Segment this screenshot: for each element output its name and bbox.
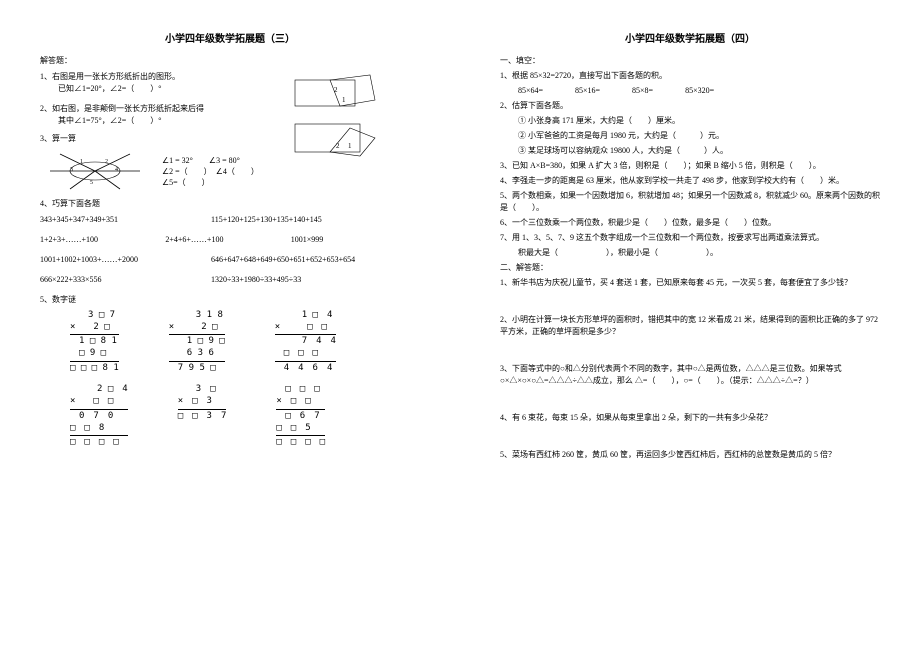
a3: ∠3 = 80°: [209, 156, 240, 165]
svg-text:3: 3: [70, 167, 73, 173]
p1r3: 1 □ 8 1: [70, 336, 119, 348]
rqq3: 3、下面等式中的○和△分别代表两个不同的数字，其中○△是两位数，△△△是三位数。…: [500, 363, 880, 387]
rq5: 5、两个数相乘，如果一个因数增加 6，积就增加 48；如果另一个因数减 8，积就…: [500, 190, 880, 214]
a2: ∠2 =（ ）: [162, 167, 208, 176]
q4-4: 1001×999: [291, 234, 416, 246]
puzzle3: 1 □ 4 × □ □ 7 4 4 □ □ □ 4 4 6 4: [275, 310, 336, 374]
rq6: 6、一个三位数乘一个两位数，积最少是（ ）位数，最多是（ ）位数。: [500, 217, 880, 229]
rq1a: 85×64= 85×16= 85×8= 85×320=: [500, 85, 880, 97]
puzzle4: 2 □ 4 × □ □ 0 7 0 □ □ 8 □ □ □ □: [70, 384, 128, 448]
p4r1: 2 □ 4: [70, 384, 128, 396]
p3r5: 4 4 6 4: [275, 363, 336, 375]
p4r3: 0 7 0: [70, 411, 128, 423]
p1r5: □ □ □ 8 1: [70, 363, 119, 375]
p1r4: □ 9 □: [70, 348, 119, 360]
p3r2: × □ □: [275, 322, 336, 334]
q4-0: 343+345+347+349+351: [40, 214, 211, 226]
rqq4: 4、有 6 束花，每束 15 朵，如果从每束里拿出 2 朵，剩下的一共有多少朵花…: [500, 412, 880, 424]
p3r1: 1 □ 4: [275, 310, 336, 322]
p6r3: □ 6 7: [276, 411, 325, 423]
rq2: 2、估算下面各题。: [500, 100, 880, 112]
q4-6: 646+647+648+649+650+651+652+653+654: [211, 254, 420, 266]
rq7: 7、用 1、3、5、7、9 这五个数字组成一个三位数和一个两位数，按要求写出两道…: [500, 232, 880, 244]
q4-5: 1001+1002+1003+……+2000: [40, 254, 211, 266]
title-left: 小学四年级数学拓展题（三）: [40, 30, 420, 45]
svg-text:1: 1: [348, 142, 352, 150]
rq2a: ① 小张身高 171 厘米，大约是（ ）厘米。: [500, 115, 880, 127]
diagram-fold-1: 2 1: [290, 72, 380, 112]
q4-2: 1+2+3+……+100: [40, 234, 165, 246]
rq1: 1、根据 85×32=2720，直接写出下面各题的积。: [500, 70, 880, 82]
rq7a: 积最大是（ ），积最小是（ ）。: [500, 247, 880, 259]
puzzle-row2: 2 □ 4 × □ □ 0 7 0 □ □ 8 □ □ □ □ 3 □ × □ …: [70, 384, 420, 448]
q4: 4、巧算下面各题: [40, 198, 420, 210]
angle-values: ∠1 = 32° ∠3 = 80° ∠2 =（ ） ∠4（ ） ∠5=（ ）: [162, 155, 259, 189]
p2r5: 7 9 5 □: [169, 363, 225, 375]
q4-3: 2+4+6+……+100: [165, 234, 290, 246]
q4-7: 666×222+333×556: [40, 274, 211, 286]
svg-text:5: 5: [90, 180, 93, 186]
p6r1: □ □ □: [276, 384, 325, 396]
p2r2: × 2 □: [169, 322, 225, 334]
svg-text:2: 2: [334, 86, 338, 94]
svg-text:2: 2: [105, 159, 108, 165]
rq2c: ③ 某足球场可以容纳观众 19800 人，大约是（ ）人。: [500, 145, 880, 157]
p1r1: 3 □ 7: [70, 310, 119, 322]
p2r3: 1 □ 9 □: [169, 336, 225, 348]
heading-left: 解答题：: [40, 55, 420, 67]
puzzle-row1: 3 □ 7 × 2 □ 1 □ 8 1 □ 9 □ □ □ □ 8 1 3 1 …: [70, 310, 420, 374]
q4-items: 343+345+347+349+351 115+120+125+130+135+…: [40, 214, 420, 286]
a4: ∠4（ ）: [216, 167, 259, 176]
page-left: 小学四年级数学拓展题（三） 解答题： 1、右图是用一张长方形纸折出的图形。 已知…: [0, 0, 460, 651]
q4-8: 1320÷33+1980÷33+495÷33: [211, 274, 420, 286]
puzzle2: 3 1 8 × 2 □ 1 □ 9 □ 6 3 6 7 9 5 □: [169, 310, 225, 374]
angle-diagram: 1 2 3 4 5: [40, 149, 150, 194]
rq3: 3、已知 A×B=380，如果 A 扩大 3 倍，则积是（ ）；如果 B 缩小 …: [500, 160, 880, 172]
svg-text:4: 4: [115, 167, 118, 173]
page-right: 小学四年级数学拓展题（四） 一、填空： 1、根据 85×32=2720，直接写出…: [460, 0, 920, 651]
p5r1: 3 □: [178, 384, 227, 396]
p4r2: × □ □: [70, 396, 128, 408]
svg-text:2: 2: [336, 142, 340, 150]
a5: ∠5=（ ）: [162, 177, 259, 188]
diagram-fold-2: 2 1: [290, 118, 380, 158]
s2: 二、解答题：: [500, 262, 880, 274]
rqq5: 5、菜场有西红柿 260 筐，黄瓜 60 筐，再运回多少筐西红柿后，西红柿的总筐…: [500, 449, 880, 461]
p3r4: □ □ □: [275, 348, 336, 360]
p5r2: × □ 3: [178, 396, 227, 408]
p4r5: □ □ □ □: [70, 437, 128, 449]
title-right: 小学四年级数学拓展题（四）: [500, 30, 880, 45]
rqq2: 2、小明在计算一块长方形草坪的面积时，错把其中的宽 12 米看成 21 米，结果…: [500, 314, 880, 338]
p2r4: 6 3 6: [169, 348, 225, 360]
p5r4: [178, 423, 227, 435]
a1: ∠1 = 32°: [162, 156, 193, 165]
s1: 一、填空：: [500, 55, 880, 67]
puzzle6: □ □ □ × □ □ □ 6 7 □ □ 5 □ □ □ □: [276, 384, 325, 448]
p3r3: 7 4 4: [275, 336, 336, 348]
q4-1: 115+120+125+130+135+140+145: [211, 214, 420, 226]
p6r4: □ □ 5: [276, 423, 325, 435]
p5r3: □ □ 3 7: [178, 411, 227, 423]
puzzle5: 3 □ × □ 3 □ □ 3 7: [178, 384, 227, 448]
svg-text:1: 1: [80, 159, 83, 165]
p4r4: □ □ 8: [70, 423, 128, 435]
p1r2: × 2 □: [70, 322, 119, 334]
q5: 5、数字谜: [40, 294, 420, 306]
p5r5: [178, 434, 227, 446]
rq2b: ② 小军爸爸的工资是每月 1980 元，大约是（ ）元。: [500, 130, 880, 142]
rqq1: 1、新华书店为庆祝儿童节，买 4 套送 1 套，已知原来每套 45 元，一次买 …: [500, 277, 880, 289]
p6r5: □ □ □ □: [276, 437, 325, 449]
p2r1: 3 1 8: [169, 310, 225, 322]
rq4: 4、李强走一步的距离是 63 厘米，他从家到学校一共走了 498 步，他家到学校…: [500, 175, 880, 187]
svg-text:1: 1: [342, 96, 346, 104]
p6r2: × □ □: [276, 396, 325, 408]
puzzle1: 3 □ 7 × 2 □ 1 □ 8 1 □ 9 □ □ □ □ 8 1: [70, 310, 119, 374]
